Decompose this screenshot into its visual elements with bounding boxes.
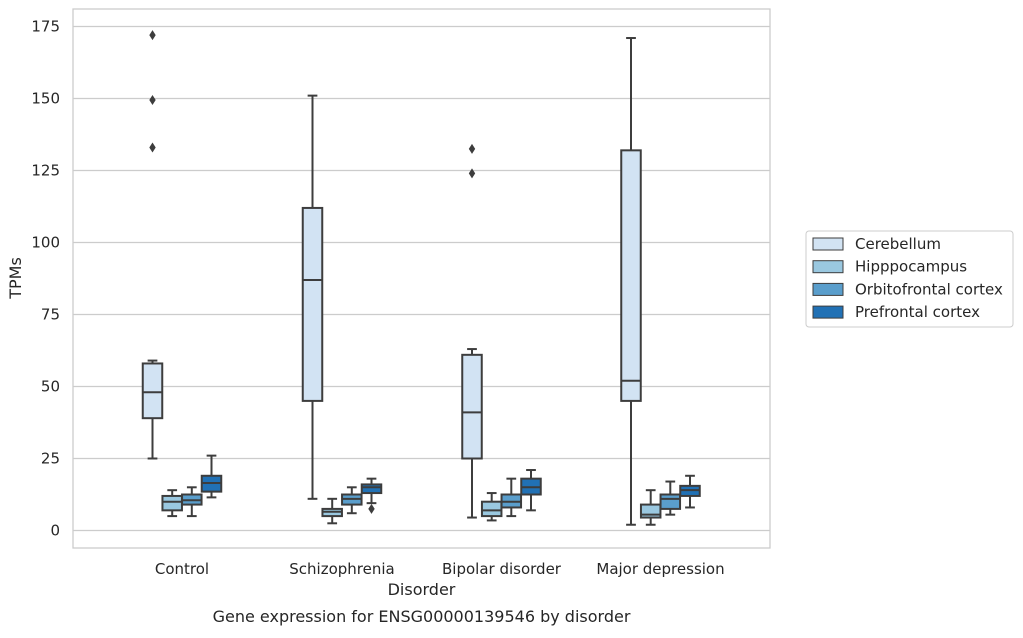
legend-swatch bbox=[812, 305, 844, 319]
x-tick-label: Bipolar disorder bbox=[442, 560, 562, 578]
box-0-2 bbox=[461, 143, 483, 519]
grid-layer bbox=[73, 25, 770, 532]
legend-items: Cerebellum Hipppocampus Orbitofrontal cort… bbox=[812, 235, 1003, 321]
legend-frame bbox=[805, 230, 1014, 328]
legend-swatch bbox=[812, 237, 844, 251]
box-iqr bbox=[620, 149, 642, 402]
y-tick-labels: 0 25 50 75 100 125 150 175 bbox=[31, 18, 60, 540]
x-tick-label: Schizophrenia bbox=[289, 560, 394, 578]
outlier-point bbox=[149, 30, 156, 41]
box-iqr bbox=[659, 493, 682, 510]
box-2-3 bbox=[659, 480, 682, 516]
y-tick-label: 75 bbox=[41, 306, 60, 324]
outlier-point bbox=[368, 503, 375, 514]
box-iqr bbox=[301, 206, 324, 402]
box-1-2 bbox=[480, 492, 503, 522]
y-tick-label: 25 bbox=[41, 450, 60, 468]
y-tick-label: 150 bbox=[31, 90, 60, 108]
legend-label: Prefrontal cortex bbox=[855, 303, 980, 321]
box-1-3 bbox=[639, 489, 662, 526]
x-tick-label: Control bbox=[155, 560, 209, 578]
box-3-2 bbox=[520, 469, 542, 512]
chart-caption: Gene expression for ENSG00000139546 by d… bbox=[213, 607, 631, 626]
y-tick-label: 0 bbox=[50, 522, 60, 540]
box-iqr bbox=[461, 353, 483, 460]
box-2-1 bbox=[341, 486, 363, 515]
plot-frame bbox=[72, 8, 771, 549]
x-tick-labels: Control Schizophrenia Bipolar disorder Majo… bbox=[155, 560, 725, 578]
box-0-3 bbox=[620, 37, 642, 526]
legend-swatch bbox=[812, 282, 844, 296]
outlier-point bbox=[468, 143, 476, 154]
y-tick-label: 50 bbox=[41, 378, 60, 396]
box-2-2 bbox=[500, 477, 523, 518]
legend-swatch bbox=[812, 260, 844, 274]
box-1-0 bbox=[161, 489, 183, 518]
box-3-0 bbox=[200, 454, 223, 499]
outlier-point bbox=[468, 168, 476, 179]
outlier-point bbox=[149, 94, 156, 105]
box-iqr bbox=[360, 483, 383, 495]
y-axis-title: TPMs bbox=[6, 257, 25, 300]
box-iqr bbox=[141, 362, 164, 420]
legend-label: Cerebellum bbox=[855, 235, 941, 253]
box-layer bbox=[141, 30, 701, 526]
outlier-point bbox=[149, 142, 156, 153]
box-iqr bbox=[480, 500, 503, 518]
box-0-1 bbox=[301, 94, 324, 500]
x-axis-title: Disorder bbox=[388, 580, 456, 599]
y-tick-label: 100 bbox=[31, 234, 60, 252]
box-1-1 bbox=[321, 497, 343, 525]
legend-label: Hipppocampus bbox=[855, 258, 967, 276]
box-0-0 bbox=[141, 30, 164, 460]
x-tick-label: Major depression bbox=[596, 560, 724, 578]
box-iqr bbox=[161, 494, 183, 512]
y-tick-label: 125 bbox=[31, 162, 60, 180]
box-3-1 bbox=[360, 477, 383, 514]
y-tick-label: 175 bbox=[31, 18, 60, 36]
box-3-3 bbox=[679, 474, 701, 509]
legend: Cerebellum Hipppocampus Orbitofrontal cort… bbox=[805, 230, 1014, 328]
legend-label: Orbitofrontal cortex bbox=[855, 280, 1003, 298]
box-2-0 bbox=[181, 486, 203, 518]
